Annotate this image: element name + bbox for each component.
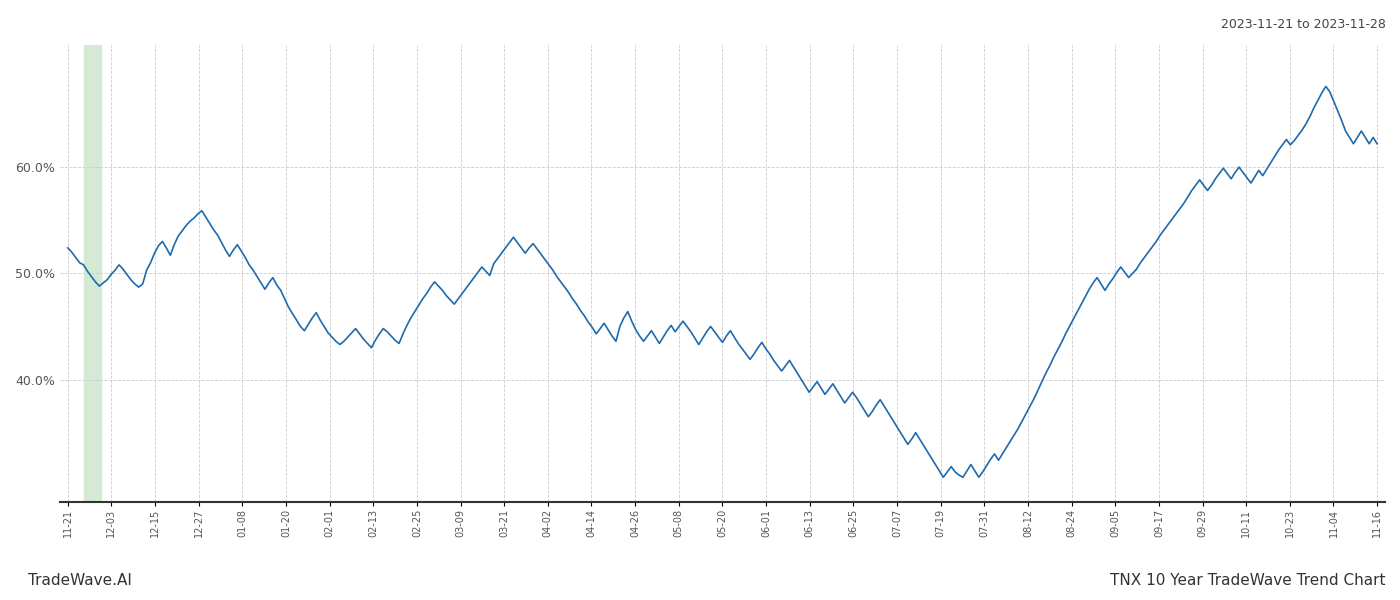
Text: TNX 10 Year TradeWave Trend Chart: TNX 10 Year TradeWave Trend Chart [1110,573,1386,588]
Text: TradeWave.AI: TradeWave.AI [28,573,132,588]
Bar [84,45,101,502]
Text: 2023-11-21 to 2023-11-28: 2023-11-21 to 2023-11-28 [1221,18,1386,31]
